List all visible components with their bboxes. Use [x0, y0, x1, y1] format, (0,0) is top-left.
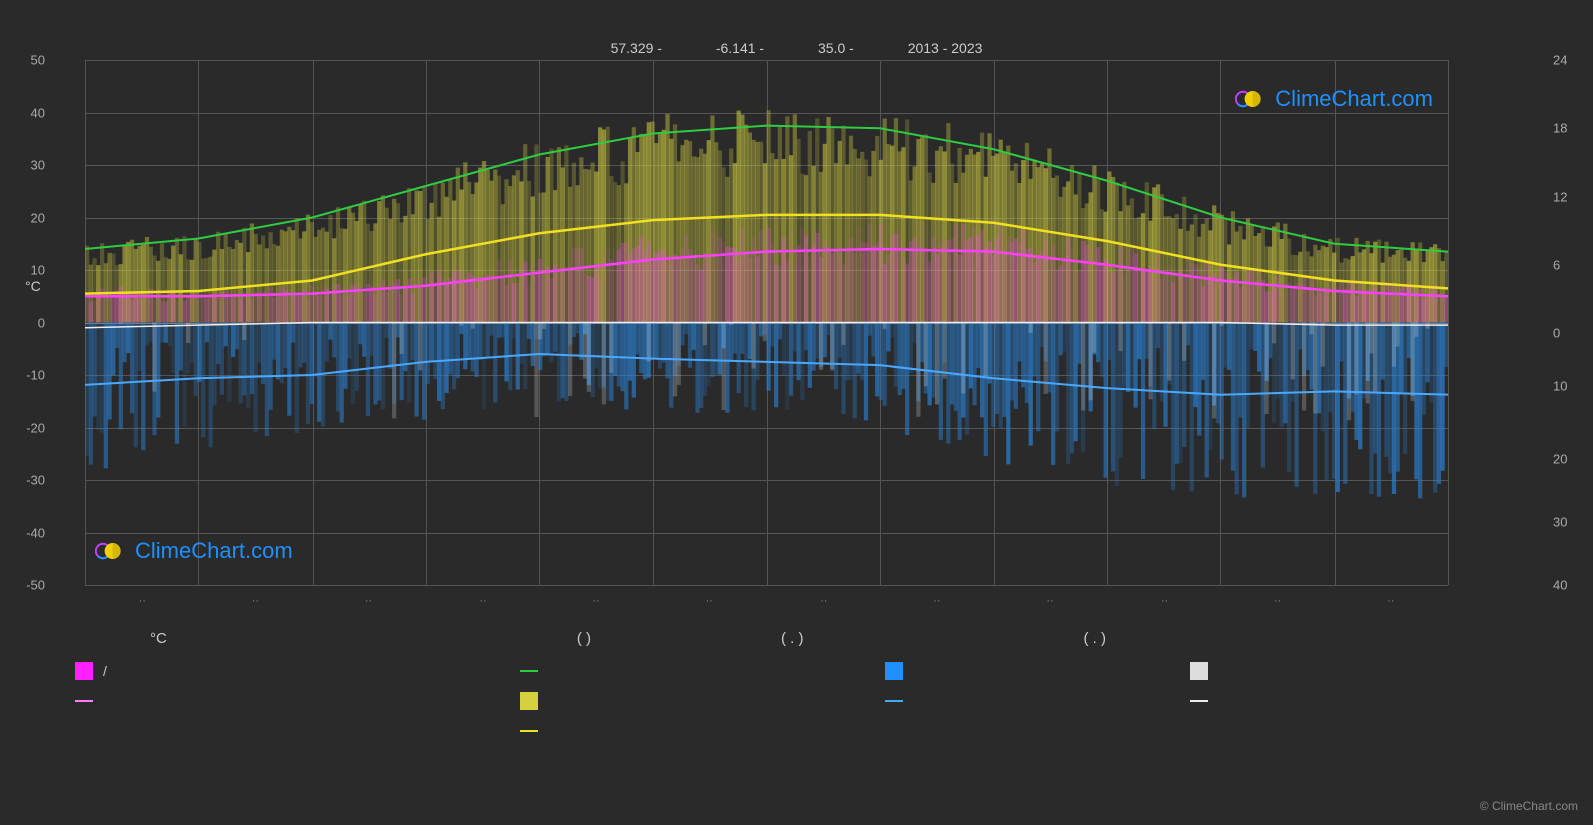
y-right-tick: 30 — [1553, 515, 1567, 530]
legend-header-3: ( . ) — [781, 630, 804, 647]
header-years: 2013 - 2023 — [908, 40, 983, 56]
gridline-horizontal — [85, 585, 1448, 586]
legend-swatch — [885, 700, 903, 702]
legend-swatch — [520, 670, 538, 672]
legend-column: / — [75, 662, 107, 710]
y-right-tick: 12 — [1553, 189, 1567, 204]
watermark-bottom: ClimeChart.com — [95, 537, 293, 565]
y-right-tick: 24 — [1553, 53, 1567, 68]
y-left-tick: -40 — [10, 525, 45, 540]
watermark-logo-icon — [95, 537, 127, 565]
y-left-tick: 50 — [10, 53, 45, 68]
x-tick: ·· — [1046, 595, 1053, 607]
y-left-tick: 10 — [10, 263, 45, 278]
y-left-tick: -20 — [10, 420, 45, 435]
x-tick: ·· — [706, 595, 713, 607]
copyright: © ClimeChart.com — [1480, 799, 1578, 813]
legend-swatch — [520, 730, 538, 732]
legend-item — [520, 662, 548, 680]
legend-item — [1190, 692, 1218, 710]
y-right-tick: 0 — [1553, 326, 1560, 341]
watermark-logo-icon — [1235, 85, 1267, 113]
y-left-tick: -50 — [10, 578, 45, 593]
x-tick: ·· — [139, 595, 146, 607]
chart-header: 57.329 - -6.141 - 35.0 - 2013 - 2023 — [0, 40, 1593, 56]
y-left-tick: -30 — [10, 473, 45, 488]
legend-item — [520, 722, 548, 740]
legend-column — [885, 662, 913, 710]
legend-item — [1190, 662, 1218, 680]
legend-label: / — [103, 663, 107, 679]
y-right-tick: 18 — [1553, 121, 1567, 136]
x-tick: ·· — [365, 595, 372, 607]
watermark-top: ClimeChart.com — [1235, 85, 1433, 113]
y-right-tick: 20 — [1553, 452, 1567, 467]
y-axis-left-label: °C — [25, 278, 41, 294]
y-left-tick: 0 — [10, 315, 45, 330]
x-tick: ·· — [592, 595, 599, 607]
y-right-tick: 6 — [1553, 257, 1560, 272]
x-tick: ·· — [933, 595, 940, 607]
legend-header-4: ( . ) — [1084, 630, 1107, 647]
header-elev: 35.0 - — [818, 40, 854, 56]
y-left-tick: 30 — [10, 158, 45, 173]
x-tick: ·· — [1387, 595, 1394, 607]
y-left-tick: 40 — [10, 105, 45, 120]
y-right-tick: 10 — [1553, 378, 1567, 393]
legend-swatch — [1190, 662, 1208, 680]
y-left-tick: 20 — [10, 210, 45, 225]
x-tick: ·· — [1161, 595, 1168, 607]
legend-item — [885, 662, 913, 680]
legend-column — [1190, 662, 1218, 710]
legend-item — [75, 692, 107, 710]
y-left-tick: -10 — [10, 368, 45, 383]
legend-header-2: ( ) — [577, 630, 591, 647]
chart-plot-area: ClimeChart.com ClimeChart.com — [85, 60, 1448, 585]
gridline-vertical — [1448, 60, 1449, 585]
legend-swatch — [1190, 700, 1208, 702]
lines-layer — [85, 60, 1448, 585]
legend-item — [885, 692, 913, 710]
x-tick: ·· — [479, 595, 486, 607]
legend-swatch — [520, 692, 538, 710]
legend-swatch — [885, 662, 903, 680]
legend-swatch — [75, 700, 93, 702]
y-right-tick: 40 — [1553, 578, 1567, 593]
x-tick: ·· — [1274, 595, 1281, 607]
legend-column — [520, 662, 548, 740]
watermark-text: ClimeChart.com — [1275, 86, 1433, 112]
legend-swatch — [75, 662, 93, 680]
legend: °C ( ) ( . ) ( . ) / — [75, 630, 1495, 742]
legend-item — [520, 692, 548, 710]
x-tick: ·· — [252, 595, 259, 607]
header-lon: -6.141 - — [716, 40, 764, 56]
x-tick: ·· — [820, 595, 827, 607]
header-lat: 57.329 - — [611, 40, 662, 56]
legend-header-temp: °C — [150, 630, 167, 647]
legend-item: / — [75, 662, 107, 680]
watermark-text: ClimeChart.com — [135, 538, 293, 564]
